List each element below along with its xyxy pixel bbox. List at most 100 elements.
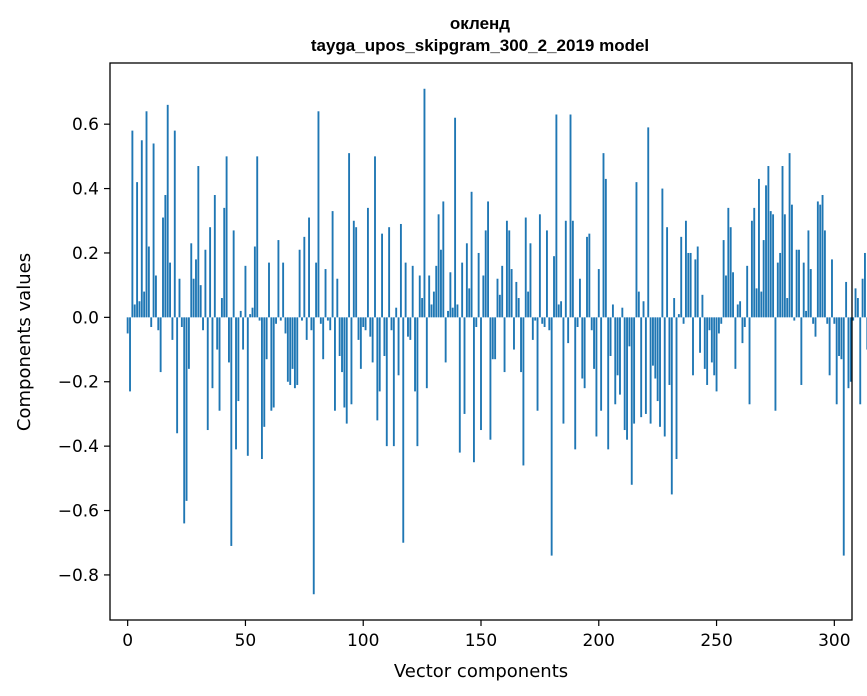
bar — [204, 249, 207, 318]
bar — [727, 207, 730, 318]
bar — [291, 317, 294, 369]
bar — [576, 317, 579, 328]
bar — [305, 317, 308, 340]
bar — [593, 317, 595, 369]
bar — [133, 304, 136, 318]
plot-frame — [109, 62, 853, 621]
bar — [859, 317, 862, 405]
bar — [569, 114, 572, 318]
bar — [574, 317, 577, 450]
bar — [729, 227, 732, 318]
bar — [812, 317, 815, 324]
bar — [176, 317, 179, 434]
bar — [800, 317, 803, 385]
bar — [414, 317, 416, 392]
bar — [501, 265, 504, 318]
bar — [253, 246, 256, 318]
bar — [447, 310, 449, 318]
bar — [793, 317, 796, 321]
bar — [531, 317, 534, 340]
bar — [630, 317, 633, 485]
bar — [842, 317, 845, 556]
y-tick-label: 0.6 — [72, 115, 99, 135]
bar — [334, 317, 336, 411]
bar — [263, 317, 266, 427]
bar — [513, 317, 515, 350]
bar — [717, 317, 720, 334]
x-tick-label: 250 — [700, 631, 732, 651]
bar — [736, 304, 739, 318]
bar — [692, 317, 694, 376]
y-axis-label: Components values — [14, 253, 35, 431]
bar — [336, 278, 339, 318]
bar — [515, 281, 518, 318]
bar — [129, 317, 131, 392]
bar — [126, 317, 129, 334]
bar — [385, 317, 388, 447]
bar — [715, 317, 718, 392]
bar — [701, 294, 704, 318]
bar — [637, 291, 640, 318]
bar — [675, 317, 678, 460]
bar — [162, 217, 164, 318]
bar — [555, 114, 558, 318]
bar — [590, 317, 593, 331]
bar — [564, 220, 567, 318]
bar — [270, 317, 273, 411]
bar — [451, 307, 454, 318]
bar — [805, 310, 807, 318]
bar — [428, 275, 431, 318]
bar — [482, 275, 485, 318]
bar — [468, 288, 471, 318]
bar — [699, 317, 701, 353]
bar — [847, 317, 850, 389]
bar — [150, 317, 153, 328]
bar — [746, 265, 749, 318]
bar — [722, 240, 725, 318]
bar — [821, 195, 824, 318]
bar — [786, 298, 789, 318]
bar — [600, 317, 603, 411]
bar — [369, 317, 372, 337]
bar — [232, 230, 235, 318]
bar — [326, 317, 329, 321]
bar — [635, 182, 638, 318]
bar — [275, 317, 277, 324]
bar — [463, 317, 466, 414]
bar — [670, 317, 673, 495]
bar — [152, 143, 155, 318]
bar — [143, 291, 146, 318]
bar — [164, 195, 167, 318]
bar — [298, 249, 301, 318]
bar — [790, 204, 793, 318]
bar — [760, 291, 763, 318]
bar — [430, 304, 433, 318]
bar — [293, 317, 296, 389]
bar — [560, 301, 563, 318]
bar — [505, 220, 508, 318]
bar — [680, 236, 683, 318]
bar — [682, 317, 685, 324]
bar — [534, 317, 537, 321]
bar — [677, 314, 680, 318]
bar — [244, 265, 247, 318]
bar — [663, 317, 666, 437]
bar — [816, 201, 819, 318]
bar — [355, 227, 358, 318]
bar — [689, 252, 692, 318]
bar — [498, 294, 501, 318]
bar — [616, 317, 619, 376]
bar — [602, 153, 605, 318]
bar — [402, 317, 405, 543]
bar — [626, 317, 628, 440]
bar — [536, 317, 539, 411]
bar — [831, 259, 833, 318]
bar — [432, 291, 435, 318]
bar — [458, 317, 461, 453]
bar — [185, 317, 188, 501]
bar — [440, 249, 442, 318]
bar — [343, 317, 346, 408]
bar — [480, 317, 482, 431]
bar — [798, 249, 800, 318]
